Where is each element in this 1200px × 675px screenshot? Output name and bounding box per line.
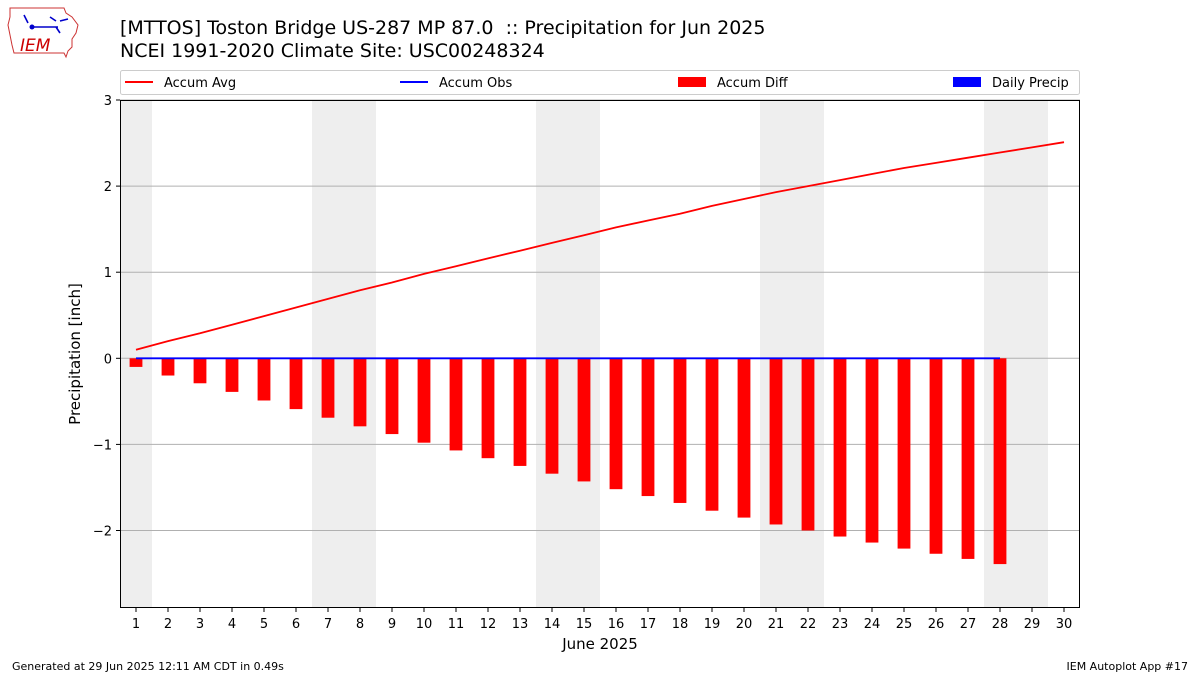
accum-diff-bar	[129, 358, 143, 367]
legend-label-accum-obs: Accum Obs	[439, 76, 512, 91]
accum-diff-bar	[929, 358, 943, 554]
accum-diff-bar	[737, 358, 751, 518]
accum-diff-bar	[321, 358, 335, 418]
x-tick-label: 24	[864, 617, 881, 632]
accum-diff-bar	[641, 358, 655, 497]
legend-swatch-daily-precip	[953, 77, 981, 87]
x-tick-label: 28	[992, 617, 1009, 632]
accum-diff-bar	[161, 358, 175, 376]
y-tick-label: 3	[104, 94, 112, 109]
accum-diff-bar	[225, 358, 239, 392]
app-credit: IEM Autoplot App #17	[1066, 660, 1189, 673]
accum-diff-bar	[769, 358, 783, 525]
x-tick-label: 13	[512, 617, 529, 632]
weekend-shading	[120, 100, 152, 608]
x-tick-label: 21	[768, 617, 785, 632]
x-axis-label: June 2025	[561, 635, 638, 653]
generated-timestamp: Generated at 29 Jun 2025 12:11 AM CDT in…	[12, 660, 284, 673]
x-tick-label: 18	[672, 617, 689, 632]
accum-avg-line	[135, 141, 1065, 351]
y-axis-label: Precipitation [inch]	[66, 283, 84, 425]
weekend-shading	[312, 100, 376, 608]
legend-label-daily-precip: Daily Precip	[992, 76, 1069, 91]
x-tick-label: 22	[800, 617, 817, 632]
accum-diff-bar	[801, 358, 815, 531]
x-tick-label: 26	[928, 617, 945, 632]
x-tick-label: 14	[544, 617, 561, 632]
x-tick-label: 5	[260, 617, 268, 632]
x-tick-label: 19	[704, 617, 721, 632]
y-tick-label: −1	[93, 438, 112, 453]
legend-swatch-accum-diff	[678, 77, 706, 87]
x-tick-label: 16	[608, 617, 625, 632]
x-tick-label: 17	[640, 617, 657, 632]
accum-diff-bar	[289, 358, 303, 410]
x-tick-label: 1	[132, 617, 140, 632]
logo-text: IEM	[20, 36, 51, 56]
x-tick-label: 8	[356, 617, 364, 632]
weekend-shading	[760, 100, 824, 608]
x-tick-label: 27	[960, 617, 977, 632]
legend: Accum Avg Accum Obs Accum Diff Daily Precip	[120, 70, 1080, 95]
accum-diff-bar	[833, 358, 847, 537]
accum-diff-bar	[673, 358, 687, 503]
accum-diff-bar	[545, 358, 559, 474]
x-tick-label: 7	[324, 617, 332, 632]
legend-label-accum-diff: Accum Diff	[717, 76, 789, 91]
x-tick-label: 30	[1056, 617, 1073, 632]
accum-diff-bar	[993, 358, 1007, 565]
accum-diff-bar	[449, 358, 463, 451]
accum-diff-bar	[193, 358, 207, 384]
chart-subtitle: NCEI 1991-2020 Climate Site: USC00248324	[120, 40, 545, 62]
accum-diff-bar	[257, 358, 271, 401]
x-tick-label: 12	[480, 617, 497, 632]
y-tick-label: 2	[104, 180, 112, 195]
x-tick-label: 2	[164, 617, 172, 632]
x-tick-label: 23	[832, 617, 849, 632]
accum-diff-bar	[417, 358, 431, 443]
x-tick-label: 10	[416, 617, 433, 632]
x-tick-label: 6	[292, 617, 300, 632]
x-tick-label: 25	[896, 617, 913, 632]
weekend-shading	[536, 100, 600, 608]
accum-diff-bar	[577, 358, 591, 482]
x-tick-label: 3	[196, 617, 204, 632]
accum-diff-bar	[961, 358, 975, 559]
x-tick-label: 11	[448, 617, 465, 632]
x-tick-label: 20	[736, 617, 753, 632]
accum-diff-bar	[897, 358, 911, 549]
y-tick-label: 1	[104, 266, 112, 281]
plot-frame	[120, 100, 1080, 608]
iem-logo: IEM	[7, 7, 79, 59]
x-tick-label: 15	[576, 617, 593, 632]
accum-diff-bar	[705, 358, 719, 511]
y-tick-label: −2	[93, 525, 112, 540]
accum-diff-bar	[609, 358, 623, 490]
accum-diff-bar	[513, 358, 527, 466]
x-tick-label: 4	[228, 617, 236, 632]
legend-frame	[120, 70, 1080, 95]
chart-title: [MTTOS] Toston Bridge US-287 MP 87.0 :: …	[120, 17, 766, 39]
x-tick-label: 9	[388, 617, 396, 632]
y-tick-label: 0	[104, 352, 112, 367]
x-tick-label: 29	[1024, 617, 1041, 632]
accum-diff-bar	[353, 358, 367, 427]
iowa-state-map-icon	[7, 7, 79, 59]
accum-diff-bar	[385, 358, 399, 435]
legend-label-accum-avg: Accum Avg	[164, 76, 236, 91]
accum-diff-bar	[481, 358, 495, 459]
accum-diff-bar	[865, 358, 879, 543]
